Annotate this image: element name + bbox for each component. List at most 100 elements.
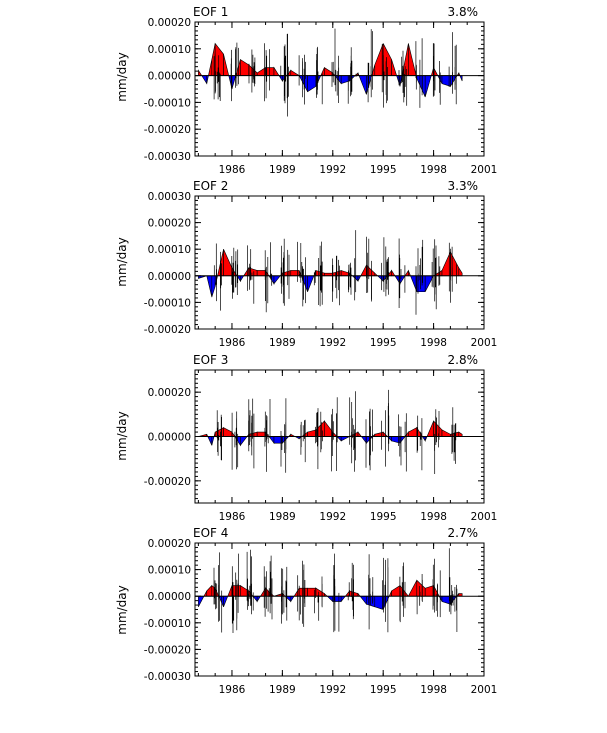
- variance-label: 2.8%: [448, 353, 479, 367]
- y-tick-label: 0.00000: [148, 432, 191, 444]
- negative-area: [358, 75, 367, 95]
- x-tick-label: 1998: [420, 511, 447, 523]
- variance-label: 3.3%: [448, 179, 479, 193]
- negative-area: [201, 75, 208, 85]
- negative-area: [360, 436, 367, 445]
- x-tick-label: 1998: [420, 684, 447, 696]
- plot-area: [195, 548, 484, 633]
- positive-area: [399, 584, 410, 597]
- eof-4-panel: EOF 4 2.7% mm/day -0.00030 -0.00020 -0.000…: [115, 526, 497, 696]
- negative-area: [252, 595, 258, 603]
- positive-area: [424, 585, 434, 597]
- y-tick-label: 0.00030: [148, 191, 191, 203]
- positive-area: [404, 269, 409, 277]
- negative-area: [223, 595, 229, 607]
- positive-area: [458, 266, 463, 277]
- y-tick-label: -0.00030: [144, 151, 191, 163]
- negative-area: [396, 75, 401, 87]
- plot-area: [195, 389, 484, 474]
- positive-area: [408, 427, 418, 437]
- x-tick-label: 2001: [471, 164, 498, 176]
- daily-spikes: [213, 548, 458, 633]
- positive-area: [227, 585, 233, 597]
- y-tick-label: 0.00020: [148, 387, 191, 399]
- negative-area: [459, 75, 463, 82]
- x-tick-label: 1992: [319, 337, 346, 349]
- positive-area: [290, 69, 301, 76]
- negative-area: [336, 436, 342, 442]
- positive-area: [388, 590, 392, 597]
- positive-area: [458, 431, 463, 437]
- positive-area: [357, 431, 362, 437]
- y-axis-label: mm/day: [115, 411, 129, 461]
- negative-area: [386, 436, 392, 442]
- positive-area: [223, 249, 233, 277]
- panel-title: EOF 1: [193, 5, 228, 19]
- y-tick-label: -0.00010: [144, 97, 191, 109]
- x-tick-label: 1989: [269, 337, 296, 349]
- y-tick-label: -0.00020: [144, 324, 191, 336]
- y-tick-label: 0.00000: [148, 591, 191, 603]
- positive-area: [240, 58, 250, 76]
- negative-area: [357, 275, 362, 282]
- negative-area: [374, 595, 384, 610]
- eof-3-panel: EOF 3 2.8% mm/day -0.00020 0.00000 0.00020…: [115, 353, 497, 523]
- y-tick-label: -0.00020: [144, 124, 191, 136]
- x-tick-label: 1986: [219, 337, 246, 349]
- positive-area: [293, 587, 300, 597]
- positive-area: [235, 59, 241, 76]
- negative-area: [307, 275, 315, 292]
- negative-area: [359, 595, 367, 606]
- y-tick-label: -0.00020: [144, 476, 191, 488]
- positive-area: [324, 67, 334, 76]
- y-tick-label: -0.00030: [144, 671, 191, 683]
- x-tick-label: 1986: [219, 684, 246, 696]
- positive-area: [320, 67, 325, 76]
- positive-area: [391, 585, 401, 597]
- negative-area: [340, 595, 346, 603]
- negative-area: [351, 275, 359, 282]
- negative-area: [273, 275, 281, 285]
- positive-area: [273, 66, 280, 76]
- positive-area: [214, 42, 224, 76]
- positive-area: [248, 267, 258, 277]
- eof-2-panel: EOF 2 3.3% mm/day -0.00020 -0.00010 0.0000…: [115, 179, 497, 349]
- positive-area: [211, 43, 216, 76]
- panel-title: EOF 3: [193, 353, 228, 367]
- positive-area: [404, 431, 409, 437]
- negative-area: [256, 595, 262, 603]
- negative-area: [416, 75, 426, 98]
- positive-area: [407, 580, 418, 597]
- negative-area: [438, 595, 443, 602]
- negative-area: [211, 436, 215, 446]
- positive-area: [450, 251, 460, 277]
- panel-title: EOF 2: [193, 179, 228, 193]
- eof-1-panel: EOF 1 3.8% mm/day -0.00030 -0.00020 -0.000…: [115, 5, 497, 176]
- positive-area: [256, 270, 266, 277]
- x-tick-label: 1995: [370, 511, 397, 523]
- positive-area: [408, 43, 417, 76]
- y-tick-label: 0.00000: [148, 271, 191, 283]
- y-tick-label: -0.00010: [144, 297, 191, 309]
- positive-area: [360, 265, 367, 277]
- negative-area: [340, 436, 350, 442]
- y-tick-label: 0.00010: [148, 244, 191, 256]
- negative-area: [298, 75, 308, 92]
- positive-area: [391, 269, 396, 277]
- variance-label: 2.7%: [448, 526, 479, 540]
- x-tick-label: 1992: [319, 164, 346, 176]
- x-tick-label: 1989: [269, 684, 296, 696]
- negative-area: [206, 75, 209, 84]
- variance-label: 3.8%: [448, 5, 479, 19]
- y-axis-label: mm/day: [115, 52, 129, 102]
- x-tick-label: 1995: [370, 337, 397, 349]
- plot-area: [195, 230, 484, 315]
- x-tick-label: 1989: [269, 164, 296, 176]
- positive-area: [243, 266, 250, 277]
- x-tick-label: 1995: [370, 684, 397, 696]
- x-tick-label: 2001: [471, 684, 498, 696]
- x-tick-label: 2001: [471, 511, 498, 523]
- positive-area: [208, 59, 213, 76]
- negative-area: [240, 436, 248, 447]
